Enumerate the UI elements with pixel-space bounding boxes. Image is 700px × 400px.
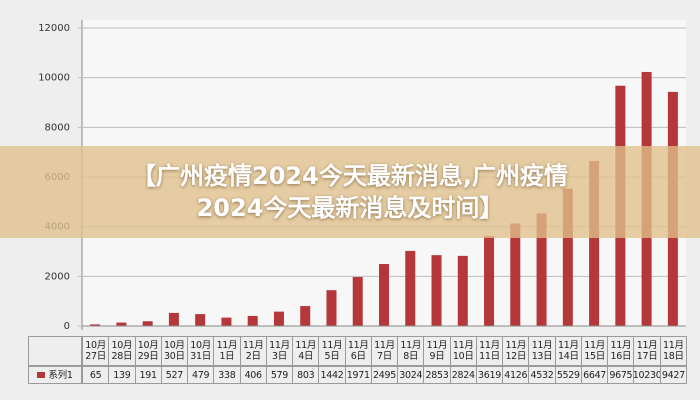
bar	[168, 312, 179, 326]
table-value: 4126	[502, 366, 530, 384]
y-tick-label: 12000	[38, 23, 70, 34]
y-tick-label: 8000	[45, 122, 70, 133]
bar	[90, 324, 101, 326]
table-value: 5529	[554, 366, 582, 384]
table-value: 2824	[449, 366, 477, 384]
x-tick-label: 11月10日	[449, 336, 477, 366]
bar	[195, 314, 206, 326]
x-tick-label: 11月4日	[292, 336, 320, 366]
bar	[352, 277, 363, 326]
table-value: 479	[187, 366, 215, 384]
bar	[510, 223, 521, 326]
legend-swatch	[37, 372, 46, 378]
table-value: 6647	[580, 366, 609, 384]
x-tick-label: 11月1日	[213, 336, 241, 366]
bar	[589, 160, 600, 326]
table-value: 65	[82, 366, 110, 384]
x-tick-label: 11月14日	[554, 336, 582, 366]
bar	[273, 311, 284, 326]
table-value: 2495	[370, 366, 399, 384]
table-value: 338	[213, 366, 241, 384]
table-value: 406	[239, 366, 267, 384]
x-tick-label: 11月2日	[239, 336, 267, 366]
legend-label: 系列1	[48, 369, 73, 381]
x-tick-label: 11月16日	[607, 336, 635, 366]
table-value: 1442	[318, 366, 346, 384]
bar	[221, 317, 232, 326]
x-tick-label: 11月11日	[475, 336, 504, 366]
x-tick-label: 11月12日	[502, 336, 530, 366]
table-value: 2853	[423, 366, 451, 384]
table-value: 139	[108, 366, 136, 384]
table-value: 3619	[475, 366, 504, 384]
table-value: 1971	[344, 366, 372, 384]
bar	[484, 236, 495, 326]
bar	[300, 306, 311, 326]
table-value: 10230	[633, 366, 661, 384]
table-corner	[28, 336, 82, 366]
bar	[379, 264, 389, 326]
x-tick-label: 11月18日	[659, 336, 687, 366]
table-value: 3024	[397, 366, 425, 384]
table-value: 579	[265, 366, 294, 384]
x-tick-label: 11月13日	[528, 336, 556, 366]
bar	[536, 213, 547, 326]
bar	[116, 322, 127, 326]
table-value: 9427	[659, 366, 687, 384]
banner-line: 【广州疫情2024今天最新消息,广州疫情	[132, 162, 568, 190]
legend-entry: 系列1	[28, 366, 82, 384]
bar	[326, 290, 337, 326]
x-tick-label: 11月6日	[344, 336, 372, 366]
x-tick-label: 10月28日	[108, 336, 136, 366]
y-tick-label: 0	[64, 321, 70, 332]
x-tick-label: 11月3日	[265, 336, 294, 366]
x-tick-label: 10月30日	[160, 336, 189, 366]
bar	[142, 321, 153, 326]
x-tick-label: 11月5日	[318, 336, 346, 366]
table-value: 803	[292, 366, 320, 384]
bar	[562, 188, 573, 326]
x-tick-label: 11月17日	[633, 336, 661, 366]
y-tick-label: 10000	[38, 73, 70, 84]
x-tick-label: 11月15日	[580, 336, 609, 366]
bar	[457, 255, 468, 326]
banner: 【广州疫情2024今天最新消息,广州疫情 2024今天最新消息及时间】	[0, 146, 700, 238]
table-value: 9675	[607, 366, 635, 384]
x-tick-label: 11月7日	[370, 336, 399, 366]
y-tick-label: 2000	[45, 271, 70, 282]
bar	[431, 255, 442, 326]
bar	[405, 250, 416, 326]
x-tick-label: 10月31日	[187, 336, 215, 366]
banner-line: 2024今天最新消息及时间】	[196, 194, 504, 222]
table-value: 4532	[528, 366, 556, 384]
x-tick-label: 10月27日	[82, 336, 110, 366]
table-value: 191	[134, 366, 162, 384]
x-tick-label: 11月8日	[397, 336, 425, 366]
x-tick-label: 11月9日	[423, 336, 451, 366]
table-value: 527	[160, 366, 189, 384]
x-tick-label: 10月29日	[134, 336, 162, 366]
bar	[247, 315, 258, 326]
